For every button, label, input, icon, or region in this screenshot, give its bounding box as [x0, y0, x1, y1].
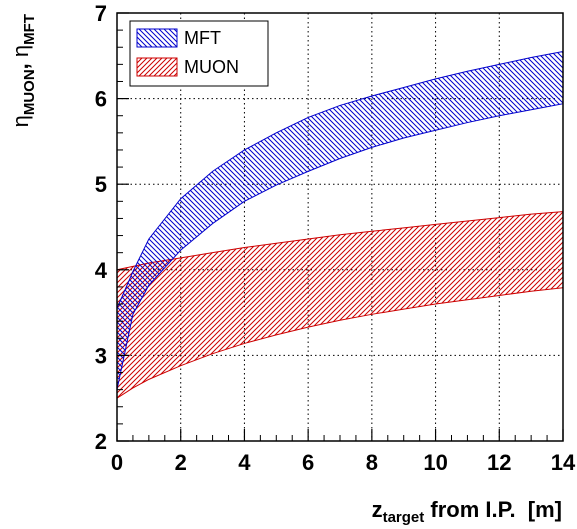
legend-swatch-muon [136, 57, 178, 77]
x-tick-label: 0 [111, 450, 123, 475]
x-tick-label: 8 [366, 450, 378, 475]
x-tick-label: 4 [238, 450, 251, 475]
x-axis-title: ztarget from I.P. [m] [372, 497, 562, 526]
y-tick-label: 6 [95, 87, 107, 112]
y-tick-label: 4 [95, 258, 108, 283]
x-tick-label: 12 [487, 450, 511, 475]
legend: MFT MUON [129, 20, 269, 87]
x-tick-label: 6 [302, 450, 314, 475]
x-tick-label: 14 [551, 450, 576, 475]
y-tick-label: 5 [95, 172, 107, 197]
band-muon [117, 211, 563, 399]
y-tick-labels: 2 3 4 5 6 7 [95, 1, 108, 454]
grid [117, 13, 563, 441]
y-tick-label: 2 [95, 429, 107, 454]
legend-swatch-mft [136, 28, 178, 48]
band-mft [117, 51, 563, 390]
x-tick-labels: 0 2 4 6 8 10 12 14 [111, 450, 576, 475]
legend-label-mft: MFT [184, 28, 221, 48]
axis-ticks [116, 12, 564, 442]
y-tick-label: 3 [95, 343, 107, 368]
legend-label-muon: MUON [184, 57, 239, 77]
y-tick-label: 7 [95, 1, 107, 26]
x-tick-label: 10 [423, 450, 447, 475]
y-axis-title: ηMUON, ηMFT [8, 14, 38, 127]
x-tick-label: 2 [175, 450, 187, 475]
